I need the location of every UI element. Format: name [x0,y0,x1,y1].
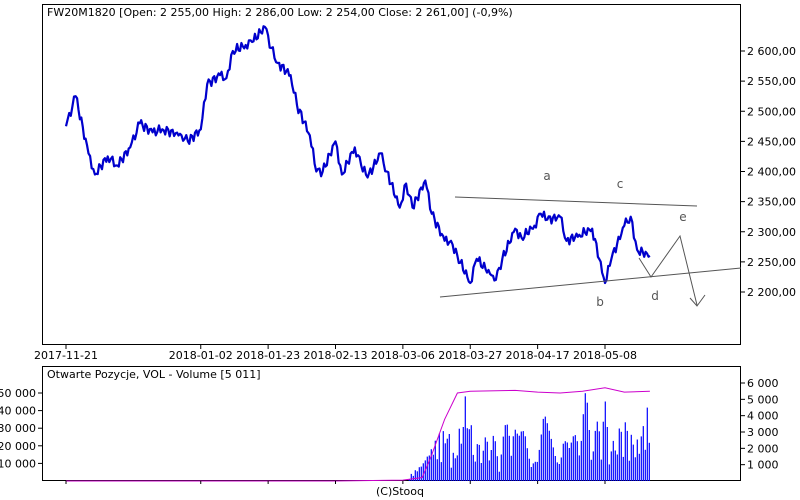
price-x-tick-label: 2018-01-02 [169,349,233,362]
volume-right-tick-label: 2 000 [747,442,779,455]
price-y-tick-label: 2 400,00 [747,166,796,179]
volume-chart-panel: Otwarte Pozycje, VOL - Volume [5 011] [42,366,741,481]
price-chart-panel: FW20M1820 [Open: 2 255,00 High: 2 286,00… [42,4,741,345]
wave-label-a: a [543,169,550,183]
price-x-tick-label: 2018-01-23 [236,349,300,362]
copyright-footer: (C)Stooq [375,485,424,498]
wave-label-e: e [679,210,686,224]
volume-left-tick-label: 20 000 [0,440,36,453]
price-y-tick-label: 2 200,00 [747,286,796,299]
volume-left-tick-label: 10 000 [0,457,36,470]
price-y-tick-label: 2 450,00 [747,135,796,148]
price-x-tick-label: 2018-05-08 [573,349,637,362]
volume-left-tick-label: 50 000 [0,387,36,400]
price-y-tick-label: 2 300,00 [747,226,796,239]
volume-right-tick-label: 1 000 [747,459,779,472]
volume-right-tick-label: 3 000 [747,426,779,439]
projected-wave-path [638,234,698,306]
price-x-tick-label: 2018-03-06 [371,349,435,362]
upper-trendline [454,196,698,207]
volume-right-tick-label: 4 000 [747,410,779,423]
volume-panel-title: Otwarte Pozycje, VOL - Volume [5 011] [47,368,261,381]
price-y-tick-label: 2 250,00 [747,256,796,269]
price-x-tick-label: 2018-02-13 [304,349,368,362]
wave-label-c: c [617,177,624,191]
wave-label-b: b [596,295,604,309]
volume-right-tick-label: 5 000 [747,393,779,406]
price-y-tick-label: 2 600,00 [747,45,796,58]
price-y-tick-label: 2 550,00 [747,75,796,88]
wave-label-d: d [651,289,659,303]
price-y-tick-label: 2 350,00 [747,196,796,209]
price-x-tick-label: 2017-11-21 [34,349,98,362]
chart-title: FW20M1820 [Open: 2 255,00 High: 2 286,00… [47,6,513,19]
open-interest-line [66,387,650,482]
volume-left-tick-label: 40 000 [0,405,36,418]
lower-trendline [439,267,742,298]
volume-left-tick-label: 30 000 [0,422,36,435]
wave-arrowhead [689,294,706,307]
price-x-tick-label: 2018-03-27 [438,349,502,362]
price-line [64,25,651,285]
price-x-tick-label: 2018-04-17 [506,349,570,362]
volume-right-tick-label: 6 000 [747,377,779,390]
price-y-tick-label: 2 500,00 [747,105,796,118]
